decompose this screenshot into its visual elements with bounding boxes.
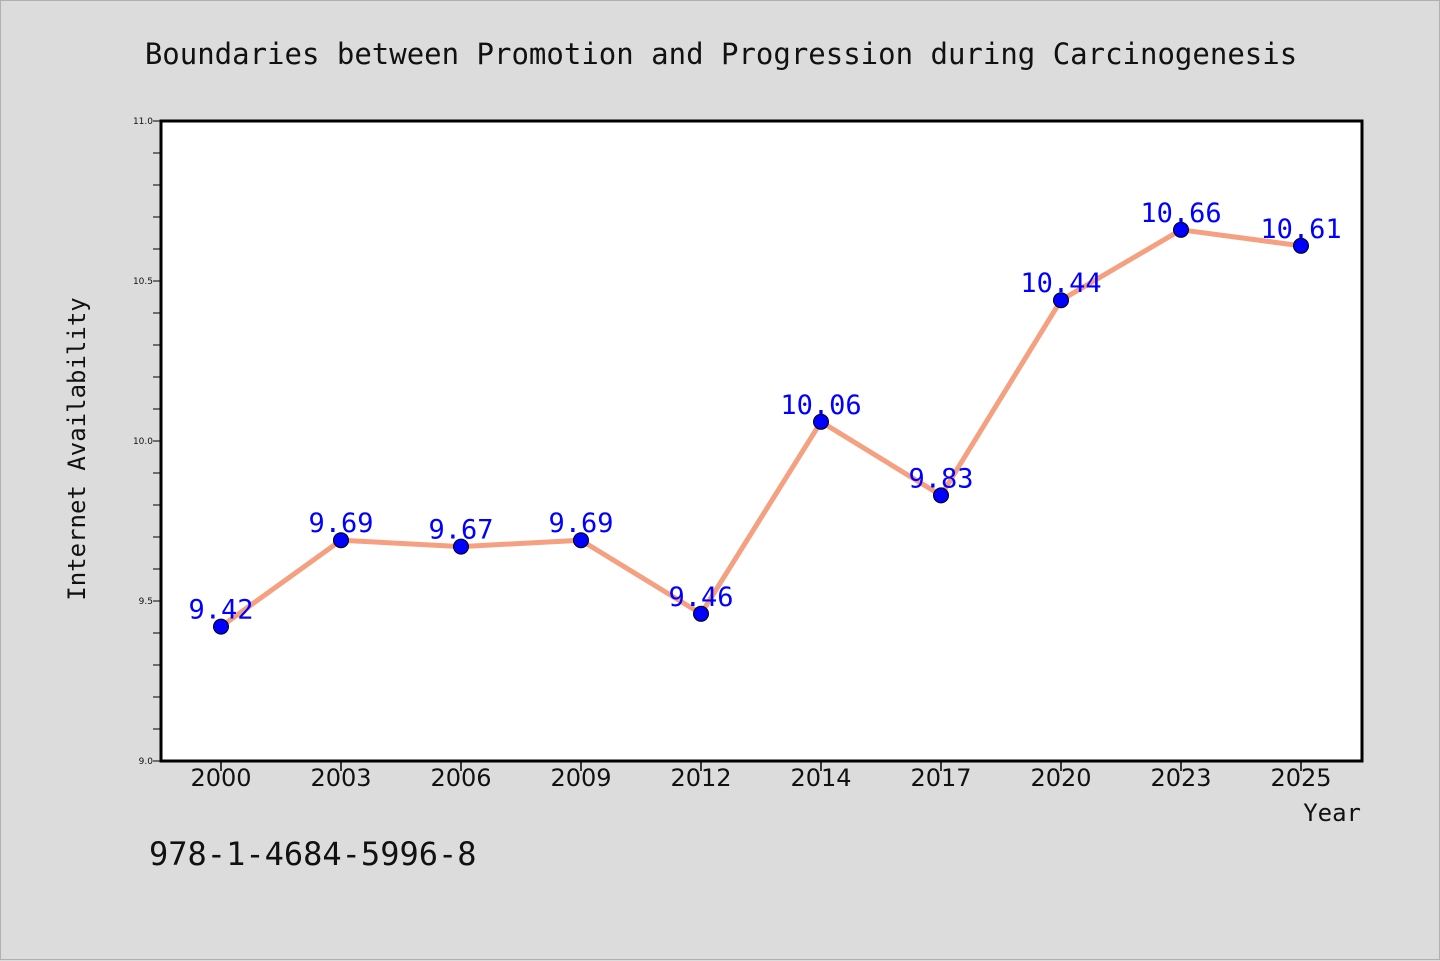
- data-value-label: 9.46: [668, 582, 733, 613]
- y-tick-label: 10.0: [133, 437, 153, 447]
- y-tick-label: 9.5: [139, 597, 153, 607]
- y-axis-ticks: 9.0 9.5 10.0 10.5 11.0: [133, 117, 161, 767]
- data-value-label: 9.42: [188, 595, 253, 626]
- data-labels: 9.42 9.69 9.67 9.69 9.46 10.06 9.83 10.44 10.66 1…: [188, 198, 1341, 626]
- chart-title: Boundaries between Promotion and Progres…: [145, 37, 1297, 71]
- x-tick-label: 2020: [1030, 764, 1091, 792]
- series-line: [218, 227, 1304, 630]
- data-value-label: 10.06: [780, 390, 861, 421]
- y-tick-label: 9.0: [139, 757, 154, 767]
- data-point-marker: [453, 538, 469, 555]
- x-tick-label: 2023: [1150, 764, 1211, 792]
- data-value-label: 10.44: [1020, 268, 1101, 299]
- plot-frame: [159, 119, 1364, 763]
- data-point-marker: [933, 487, 949, 504]
- x-tick-label: 2014: [790, 764, 851, 792]
- x-axis-ticks: 2000 2003 2006 2009 2012 2014 2017 2020 2023 2025: [190, 761, 1332, 792]
- x-tick-label: 2006: [430, 764, 491, 792]
- y-tick-label: 11.0: [133, 117, 153, 127]
- x-tick-label: 2025: [1270, 764, 1331, 792]
- data-markers: [213, 221, 1309, 635]
- x-tick-label: 2012: [670, 764, 731, 792]
- y-tick-label: 10.5: [133, 277, 153, 287]
- x-tick-label: 2009: [550, 764, 611, 792]
- data-point-marker: [573, 532, 589, 549]
- data-point-marker: [813, 413, 829, 430]
- x-tick-label: 2003: [310, 764, 371, 792]
- x-tick-label: 2017: [910, 764, 971, 792]
- y-axis-label: Internet Availability: [63, 297, 91, 600]
- x-axis-label: Year: [1303, 799, 1361, 827]
- data-value-label: 9.69: [548, 508, 613, 539]
- data-point-marker: [213, 618, 229, 635]
- data-value-label: 9.67: [428, 515, 493, 546]
- data-value-label: 10.66: [1140, 198, 1221, 229]
- data-value-label: 9.69: [308, 508, 373, 539]
- isbn-text: 978-1-4684-5996-8: [149, 835, 477, 873]
- data-value-label: 9.83: [908, 463, 973, 494]
- data-point-marker: [1293, 237, 1309, 254]
- data-point-marker: [1053, 292, 1069, 309]
- plot-area: [161, 121, 1362, 761]
- data-point-marker: [1173, 221, 1189, 238]
- data-point-marker: [333, 532, 349, 549]
- x-tick-label: 2000: [190, 764, 251, 792]
- data-point-marker: [693, 605, 709, 622]
- data-value-label: 10.61: [1260, 214, 1341, 245]
